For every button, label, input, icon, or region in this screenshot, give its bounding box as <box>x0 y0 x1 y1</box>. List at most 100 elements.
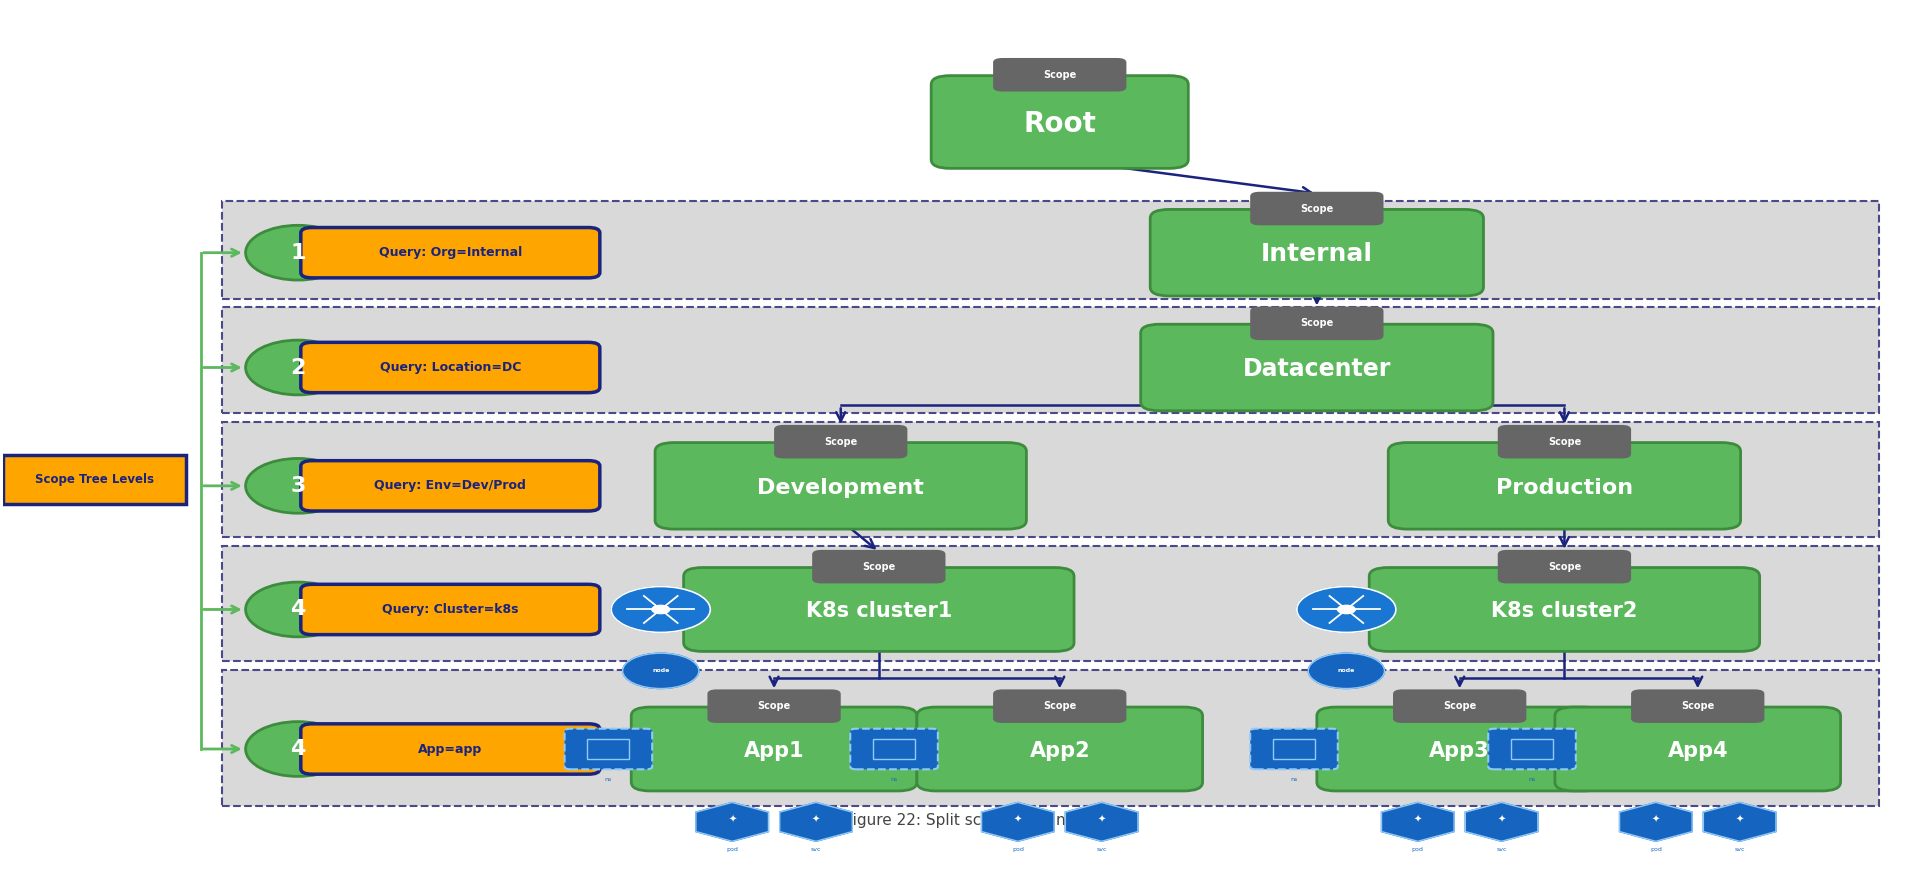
FancyBboxPatch shape <box>1140 324 1494 411</box>
Text: App4: App4 <box>1667 740 1729 760</box>
Text: Production: Production <box>1496 477 1633 497</box>
Text: svc: svc <box>1734 847 1746 853</box>
Text: node: node <box>1337 668 1354 673</box>
Text: Query: Env=Dev/Prod: Query: Env=Dev/Prod <box>374 479 527 492</box>
Text: App3: App3 <box>1429 740 1490 760</box>
FancyBboxPatch shape <box>993 58 1127 91</box>
Text: Figure 22: Split scope design: Figure 22: Split scope design <box>844 814 1066 828</box>
Text: ns: ns <box>1528 777 1536 782</box>
Text: ✦: ✦ <box>1736 814 1744 824</box>
FancyBboxPatch shape <box>774 425 907 458</box>
Text: Development: Development <box>756 477 924 497</box>
Text: pod: pod <box>1650 847 1662 853</box>
Text: ns: ns <box>890 777 898 782</box>
Circle shape <box>623 653 699 688</box>
Text: K8s cluster2: K8s cluster2 <box>1492 601 1637 621</box>
Text: Scope: Scope <box>1301 318 1333 328</box>
Text: ns: ns <box>1291 777 1297 782</box>
Text: 1: 1 <box>290 243 306 263</box>
FancyBboxPatch shape <box>993 689 1127 723</box>
FancyBboxPatch shape <box>222 670 1879 807</box>
Text: Scope: Scope <box>758 701 791 712</box>
Ellipse shape <box>246 226 350 280</box>
Text: ✦: ✦ <box>1413 814 1421 824</box>
Polygon shape <box>1066 802 1138 841</box>
FancyBboxPatch shape <box>850 729 938 769</box>
Text: Scope: Scope <box>1043 70 1077 80</box>
FancyBboxPatch shape <box>222 307 1879 414</box>
Ellipse shape <box>246 582 350 637</box>
FancyBboxPatch shape <box>1251 729 1337 769</box>
FancyBboxPatch shape <box>2 455 185 504</box>
FancyBboxPatch shape <box>300 724 600 774</box>
Text: Datacenter: Datacenter <box>1243 357 1390 381</box>
FancyBboxPatch shape <box>1631 689 1765 723</box>
FancyBboxPatch shape <box>222 201 1879 299</box>
Text: Query: Location=DC: Query: Location=DC <box>380 361 521 374</box>
Text: Scope: Scope <box>823 436 858 447</box>
Text: Query: Org=Internal: Query: Org=Internal <box>378 246 521 260</box>
Polygon shape <box>1465 802 1538 841</box>
Text: pod: pod <box>726 847 737 853</box>
Polygon shape <box>1381 802 1454 841</box>
Text: App1: App1 <box>743 740 804 760</box>
FancyBboxPatch shape <box>1488 729 1576 769</box>
Text: Query: Cluster=k8s: Query: Cluster=k8s <box>382 603 520 616</box>
Text: Internal: Internal <box>1261 242 1373 267</box>
FancyBboxPatch shape <box>684 568 1073 652</box>
Circle shape <box>611 586 711 632</box>
Circle shape <box>1308 653 1385 688</box>
Text: ✦: ✦ <box>728 814 735 824</box>
FancyBboxPatch shape <box>1389 442 1740 529</box>
Polygon shape <box>1620 802 1692 841</box>
Text: pod: pod <box>1411 847 1423 853</box>
FancyBboxPatch shape <box>707 689 840 723</box>
FancyBboxPatch shape <box>1150 209 1484 296</box>
FancyBboxPatch shape <box>812 550 945 584</box>
FancyBboxPatch shape <box>1392 689 1526 723</box>
FancyBboxPatch shape <box>932 76 1188 168</box>
Circle shape <box>1297 586 1396 632</box>
FancyBboxPatch shape <box>1251 307 1383 340</box>
Circle shape <box>651 605 670 613</box>
FancyBboxPatch shape <box>655 442 1026 529</box>
Text: Scope: Scope <box>861 562 896 571</box>
FancyBboxPatch shape <box>300 342 600 393</box>
Circle shape <box>1337 605 1356 613</box>
Text: svc: svc <box>810 847 821 853</box>
Text: 4: 4 <box>290 599 306 619</box>
FancyBboxPatch shape <box>300 584 600 635</box>
Text: node: node <box>651 668 668 673</box>
Ellipse shape <box>246 722 350 776</box>
Polygon shape <box>695 802 768 841</box>
Text: Scope: Scope <box>1301 204 1333 213</box>
FancyBboxPatch shape <box>222 546 1879 661</box>
Text: Scope Tree Levels: Scope Tree Levels <box>34 473 153 486</box>
Ellipse shape <box>246 458 350 513</box>
Polygon shape <box>1704 802 1776 841</box>
Text: 2: 2 <box>290 357 306 377</box>
FancyBboxPatch shape <box>300 227 600 278</box>
FancyBboxPatch shape <box>1497 425 1631 458</box>
FancyBboxPatch shape <box>917 707 1203 791</box>
FancyBboxPatch shape <box>630 707 917 791</box>
FancyBboxPatch shape <box>1251 192 1383 226</box>
Text: Scope: Scope <box>1547 562 1581 571</box>
Text: ✦: ✦ <box>812 814 819 824</box>
FancyBboxPatch shape <box>1555 707 1841 791</box>
Text: ✦: ✦ <box>1014 814 1022 824</box>
Text: App2: App2 <box>1029 740 1091 760</box>
Text: Scope: Scope <box>1444 701 1476 712</box>
Ellipse shape <box>246 340 350 395</box>
FancyBboxPatch shape <box>1316 707 1602 791</box>
Text: pod: pod <box>1012 847 1024 853</box>
Text: Scope: Scope <box>1547 436 1581 447</box>
Text: Root: Root <box>1024 110 1096 138</box>
Text: 3: 3 <box>290 476 306 496</box>
Polygon shape <box>982 802 1054 841</box>
Text: 4: 4 <box>290 739 306 759</box>
Text: ns: ns <box>605 777 611 782</box>
Text: Scope: Scope <box>1681 701 1715 712</box>
FancyBboxPatch shape <box>565 729 651 769</box>
FancyBboxPatch shape <box>300 461 600 511</box>
